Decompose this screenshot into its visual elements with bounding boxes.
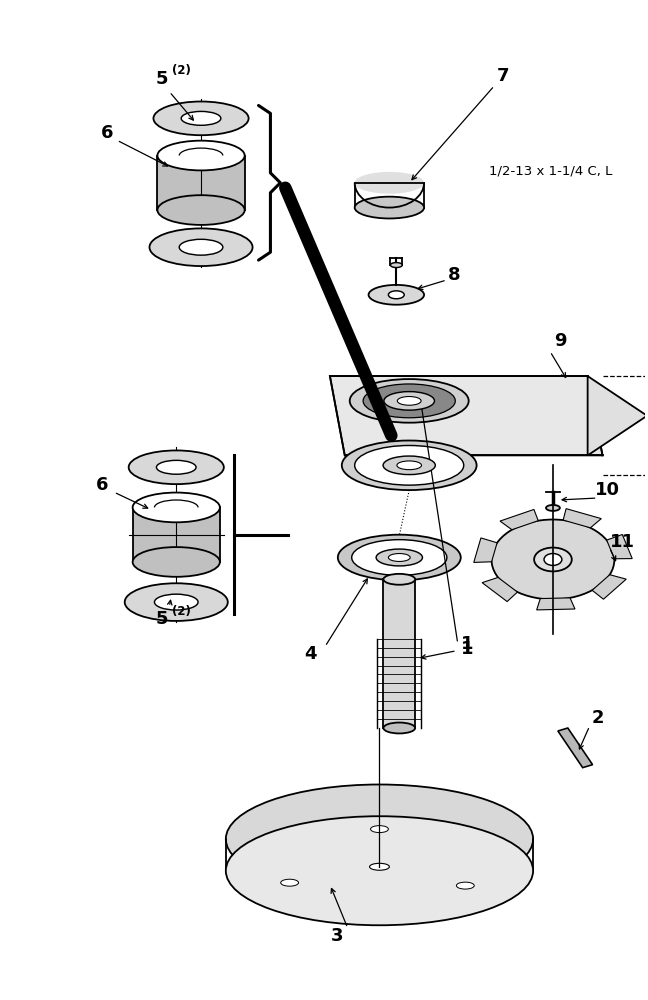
Text: 6: 6 <box>96 476 108 494</box>
Ellipse shape <box>384 574 415 585</box>
Ellipse shape <box>354 197 424 218</box>
Text: 4: 4 <box>304 645 316 663</box>
Polygon shape <box>592 575 626 599</box>
Ellipse shape <box>281 879 299 886</box>
Ellipse shape <box>156 460 196 474</box>
Ellipse shape <box>124 583 228 621</box>
Ellipse shape <box>371 826 388 833</box>
Text: 1/2-13 x 1-1/4 C, L: 1/2-13 x 1-1/4 C, L <box>489 164 612 177</box>
Polygon shape <box>330 376 603 455</box>
Polygon shape <box>482 577 518 602</box>
Ellipse shape <box>357 542 441 573</box>
Ellipse shape <box>133 493 220 522</box>
Ellipse shape <box>354 445 464 485</box>
Text: 5: 5 <box>155 70 168 88</box>
Ellipse shape <box>181 111 221 125</box>
Text: 7: 7 <box>497 67 509 85</box>
Polygon shape <box>474 538 497 562</box>
Ellipse shape <box>546 505 560 511</box>
Text: 8: 8 <box>448 266 460 284</box>
Ellipse shape <box>491 520 614 599</box>
Text: 10: 10 <box>595 481 620 499</box>
Ellipse shape <box>369 863 389 870</box>
Ellipse shape <box>348 443 470 487</box>
Ellipse shape <box>345 538 454 577</box>
Ellipse shape <box>133 547 220 577</box>
Text: 11: 11 <box>610 533 635 551</box>
Ellipse shape <box>534 548 572 571</box>
Ellipse shape <box>388 554 410 561</box>
Text: 1: 1 <box>461 640 473 658</box>
Ellipse shape <box>544 554 562 565</box>
Ellipse shape <box>397 397 421 405</box>
Ellipse shape <box>150 228 253 266</box>
Polygon shape <box>157 156 245 210</box>
Ellipse shape <box>350 379 469 423</box>
Polygon shape <box>607 534 632 559</box>
Ellipse shape <box>390 263 402 268</box>
Ellipse shape <box>376 549 422 566</box>
Ellipse shape <box>338 535 461 580</box>
Ellipse shape <box>179 239 223 255</box>
Text: (2): (2) <box>172 64 191 77</box>
Ellipse shape <box>384 723 415 733</box>
Ellipse shape <box>362 448 457 482</box>
Polygon shape <box>558 728 592 768</box>
Text: 3: 3 <box>330 927 343 945</box>
Ellipse shape <box>363 384 456 418</box>
Text: 1: 1 <box>461 635 473 653</box>
Ellipse shape <box>388 291 404 299</box>
Ellipse shape <box>341 441 477 490</box>
Ellipse shape <box>154 594 198 610</box>
Polygon shape <box>384 579 415 728</box>
Ellipse shape <box>154 102 249 135</box>
Ellipse shape <box>226 784 533 894</box>
Ellipse shape <box>397 461 421 470</box>
Text: 9: 9 <box>553 332 566 350</box>
Ellipse shape <box>129 450 224 484</box>
Text: (2): (2) <box>172 605 191 618</box>
Ellipse shape <box>354 172 424 194</box>
Ellipse shape <box>369 285 424 305</box>
Text: 5: 5 <box>155 610 168 628</box>
Ellipse shape <box>352 540 447 575</box>
Ellipse shape <box>383 456 435 475</box>
Polygon shape <box>133 507 220 562</box>
Polygon shape <box>563 509 601 528</box>
Ellipse shape <box>456 882 474 889</box>
Polygon shape <box>588 376 647 455</box>
Ellipse shape <box>157 141 245 170</box>
Ellipse shape <box>226 816 533 925</box>
Ellipse shape <box>157 195 245 225</box>
Polygon shape <box>500 509 538 530</box>
Ellipse shape <box>384 392 434 410</box>
Polygon shape <box>537 598 575 610</box>
Text: 2: 2 <box>591 709 604 727</box>
Text: 6: 6 <box>100 124 113 142</box>
